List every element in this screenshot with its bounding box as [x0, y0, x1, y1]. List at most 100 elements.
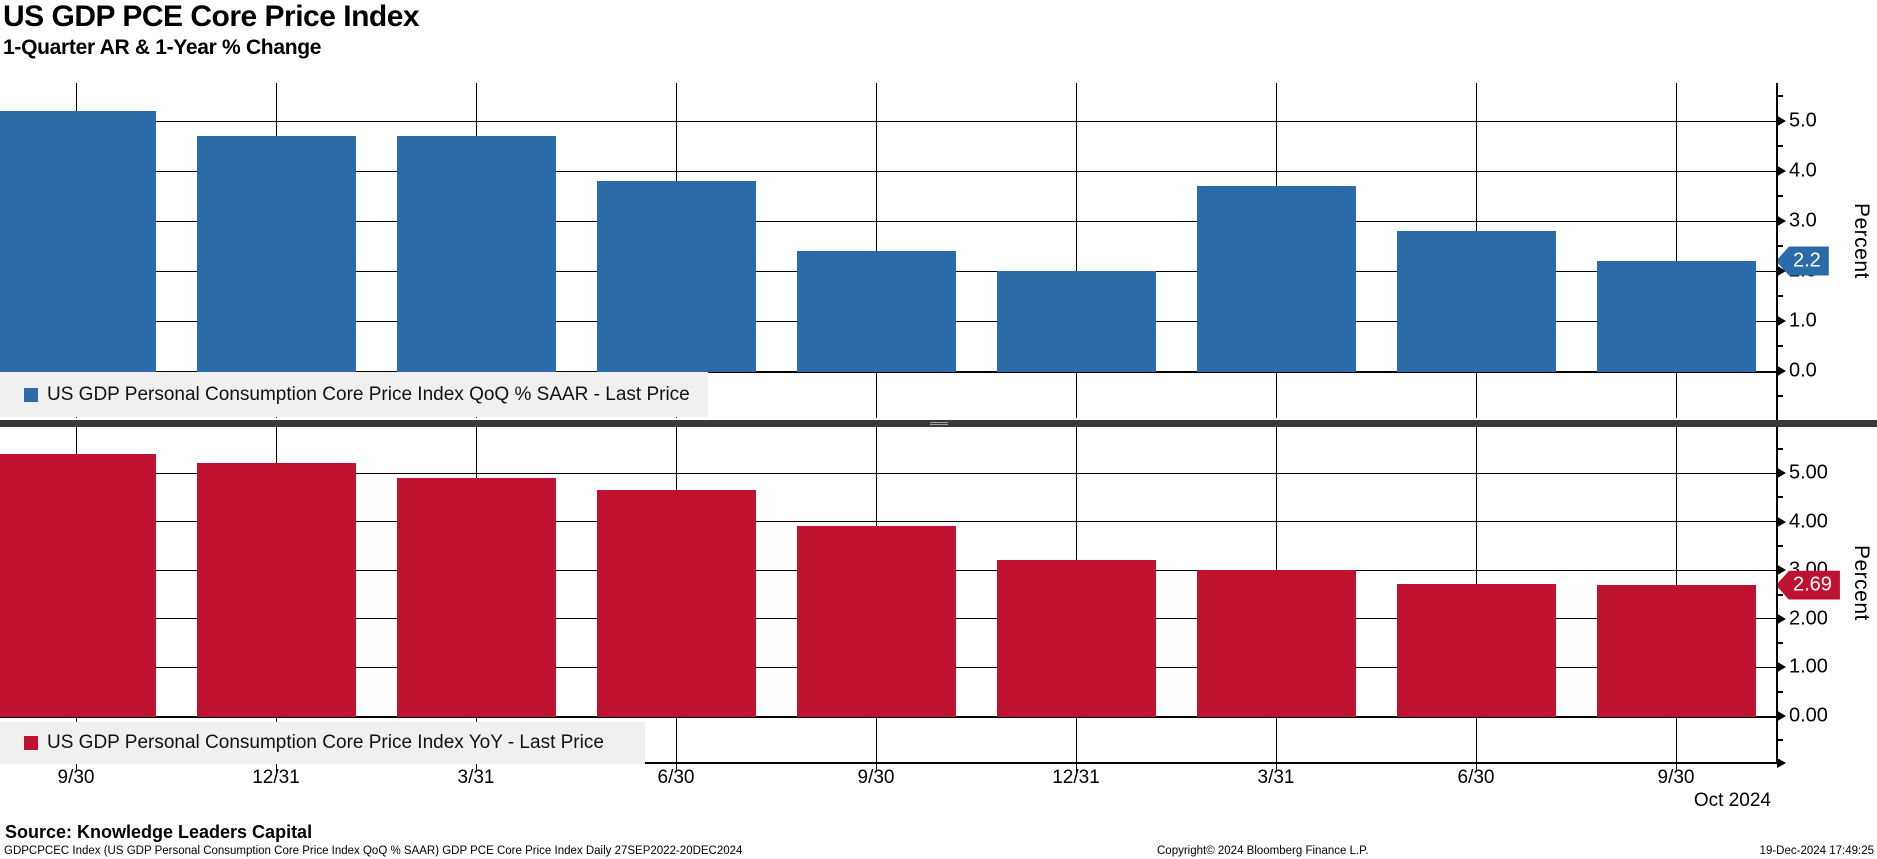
timestamp: 19-Dec-2024 17:49:25 — [1759, 845, 1874, 857]
bar — [1396, 583, 1556, 717]
last-price-badge: 2.69 — [1776, 570, 1840, 600]
y-axis-tick-label: 5.00 — [1789, 461, 1828, 484]
bar — [796, 526, 956, 717]
y-axis-tick-arrow-icon — [1776, 515, 1786, 528]
bar — [596, 181, 756, 372]
y-axis-tick-arrow-icon — [1776, 315, 1786, 327]
copyright-notice: Copyright© 2024 Bloomberg Finance L.P. — [1157, 845, 1369, 857]
bar — [596, 490, 756, 717]
vertical-gridline — [875, 83, 877, 418]
y-axis-title: Percent — [1850, 203, 1873, 279]
panel-splitter-grip-icon[interactable] — [930, 422, 948, 426]
x-axis-tick-label: 9/30 — [857, 767, 895, 788]
x-axis-tick — [1476, 762, 1477, 772]
horizontal-gridline — [0, 472, 1777, 474]
y-axis-minor-tick — [1777, 245, 1783, 247]
legend-swatch-blue-icon — [24, 387, 38, 402]
legend-label: US GDP Personal Consumption Core Price I… — [47, 383, 690, 405]
y-axis-tick-label: 3.0 — [1789, 209, 1817, 232]
x-axis-tick — [1676, 762, 1677, 772]
x-axis-period-label: Oct 2024 — [1693, 790, 1771, 811]
bar — [0, 453, 156, 717]
y-axis-tick-label: 4.0 — [1789, 159, 1817, 182]
vertical-gridline — [1675, 83, 1677, 418]
bar — [1596, 585, 1756, 717]
zero-line — [0, 371, 1777, 373]
y-axis-title: Percent — [1850, 545, 1873, 621]
y-axis-tick-arrow-icon — [1776, 215, 1786, 227]
x-axis-tick-label: 6/30 — [1457, 767, 1495, 788]
y-axis-tick-arrow-icon — [1776, 612, 1786, 625]
y-axis-tick-arrow-icon — [1776, 467, 1786, 479]
x-axis-tick-label: 6/30 — [657, 767, 695, 788]
y-axis-tick-arrow-icon — [1776, 265, 1786, 277]
legend-label: US GDP Personal Consumption Core Price I… — [47, 732, 604, 753]
y-axis-minor-tick — [1777, 690, 1783, 693]
bar — [396, 477, 556, 717]
bar — [796, 251, 956, 372]
x-axis-tick-label: 3/31 — [1257, 767, 1295, 788]
legend-swatch-red-icon — [24, 736, 38, 750]
x-axis-tick — [1076, 762, 1077, 772]
bar — [996, 560, 1156, 717]
bar — [396, 136, 556, 372]
y-axis-minor-tick — [1777, 95, 1783, 97]
y-axis-tick-label: 5.0 — [1789, 109, 1817, 132]
y-axis-tick-label: 4.00 — [1789, 510, 1828, 533]
x-axis-tick-label: 9/30 — [57, 767, 95, 788]
y-axis-minor-tick — [1777, 145, 1783, 147]
bar — [1196, 186, 1356, 372]
x-axis-tick-label: 3/31 — [457, 767, 495, 788]
x-axis-tick-label: 9/30 — [1657, 767, 1695, 788]
bar — [996, 271, 1156, 372]
bar — [196, 463, 356, 717]
bar — [196, 136, 356, 372]
x-axis-end-arrow-icon — [1777, 758, 1786, 768]
legend-yoy[interactable]: US GDP Personal Consumption Core Price I… — [0, 722, 645, 764]
y-axis-tick-label: 0.00 — [1789, 704, 1828, 727]
source-attribution: Source: Knowledge Leaders Capital — [5, 822, 313, 842]
x-axis-tick — [276, 762, 277, 772]
page-subtitle: 1-Quarter AR & 1-Year % Change — [3, 36, 322, 59]
y-axis-tick-label: 1.00 — [1789, 655, 1828, 678]
y-axis-minor-tick — [1777, 447, 1783, 450]
y-axis-tick-arrow-icon — [1776, 115, 1786, 127]
x-axis-tick — [876, 762, 877, 772]
y-axis-tick-arrow-icon — [1776, 710, 1786, 722]
y-axis-minor-tick — [1777, 642, 1783, 645]
y-axis-minor-tick — [1777, 593, 1783, 596]
x-axis-line — [0, 762, 1777, 764]
y-axis-tick-label: 2.00 — [1789, 607, 1828, 630]
y-axis-minor-tick — [1777, 195, 1783, 197]
bar — [1596, 261, 1756, 372]
y-axis-minor-tick — [1777, 496, 1783, 499]
bar — [1396, 231, 1556, 372]
y-axis-tick-arrow-icon — [1776, 165, 1786, 177]
y-axis-minor-tick — [1777, 295, 1783, 297]
x-axis-tick — [1276, 762, 1277, 772]
horizontal-gridline — [0, 521, 1777, 523]
y-axis-tick-arrow-icon — [1776, 661, 1786, 674]
legend-qoq-saar[interactable]: US GDP Personal Consumption Core Price I… — [0, 372, 708, 417]
zero-line — [0, 716, 1777, 718]
horizontal-gridline — [0, 120, 1777, 122]
horizontal-gridline — [0, 220, 1777, 222]
y-axis-tick-label: 1.0 — [1789, 309, 1817, 332]
y-axis-tick-arrow-icon — [1776, 365, 1786, 377]
last-price-badge: 2.2 — [1776, 246, 1829, 276]
horizontal-gridline — [0, 170, 1777, 172]
bar — [0, 111, 156, 372]
bar — [1196, 570, 1356, 717]
x-axis-tick-label: 12/31 — [1052, 767, 1100, 788]
y-axis-tick-arrow-icon — [1776, 564, 1786, 577]
x-axis-tick — [476, 762, 477, 772]
y-axis-minor-tick — [1777, 395, 1783, 397]
x-axis-tick-label: 12/31 — [252, 767, 300, 788]
page-title: US GDP PCE Core Price Index — [3, 0, 420, 33]
y-axis-minor-tick — [1777, 345, 1783, 347]
x-axis-tick — [676, 762, 677, 772]
